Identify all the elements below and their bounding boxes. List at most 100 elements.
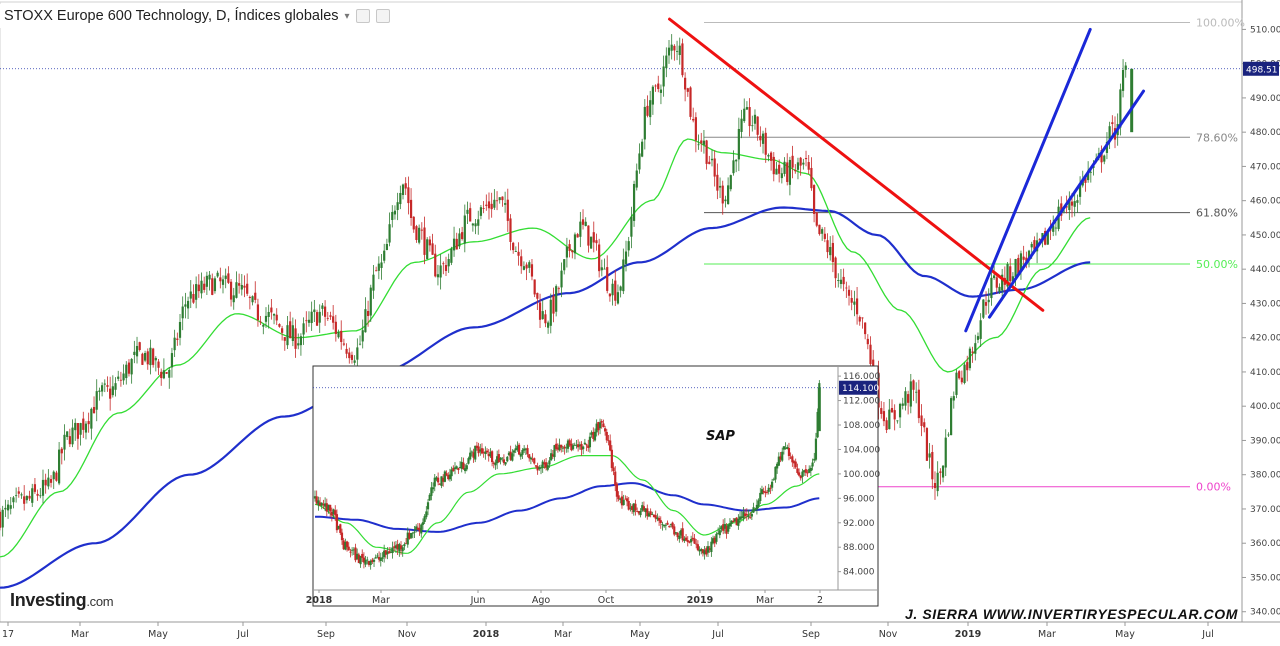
candle-body — [415, 226, 418, 240]
candle-body — [546, 322, 550, 328]
candle-body — [735, 159, 738, 162]
x-tick-label: Jul — [236, 629, 248, 640]
candle-body — [404, 543, 408, 544]
candle-body — [570, 443, 573, 451]
candle-body — [243, 285, 246, 288]
candle-body — [809, 467, 812, 471]
y-tick-label: 350.00 — [1250, 573, 1280, 583]
candle-body — [117, 376, 120, 379]
candle-body — [95, 391, 98, 410]
candle-body — [664, 524, 667, 526]
candle-body — [573, 444, 576, 446]
candle-body — [369, 560, 372, 566]
candle-body — [332, 316, 335, 323]
candle-body — [425, 511, 428, 518]
candle-body — [440, 476, 443, 486]
candle-body — [420, 229, 423, 231]
candle-body — [329, 315, 332, 317]
candle-body — [492, 462, 495, 464]
y-tick-label: 440.00 — [1250, 265, 1280, 275]
candle-body — [665, 55, 668, 69]
inset-x-tick-label: Mar — [372, 595, 390, 606]
candle-body — [823, 233, 826, 239]
candle-body — [444, 265, 448, 271]
candle-body — [538, 302, 542, 320]
candle-body — [435, 477, 438, 480]
candle-body — [1009, 266, 1012, 282]
candle-body — [92, 407, 96, 414]
candle-body — [541, 311, 544, 320]
candle-body — [652, 514, 656, 518]
candle-body — [467, 458, 470, 464]
candle-body — [184, 304, 187, 307]
candle-body — [377, 263, 380, 271]
x-tick-label: 2018 — [473, 629, 500, 640]
candle-body — [901, 403, 904, 406]
candle-body — [536, 292, 539, 299]
candle-body — [1001, 274, 1004, 291]
candle-body — [592, 232, 595, 243]
candle-body — [524, 448, 527, 450]
candle-body — [960, 377, 963, 383]
candle-body — [516, 445, 519, 450]
candle-body — [772, 479, 775, 481]
candle-body — [1070, 201, 1074, 206]
candle-body — [438, 483, 441, 485]
candle-body — [520, 256, 523, 267]
y-tick-label: 340.00 — [1250, 608, 1280, 618]
candle-body — [637, 510, 640, 514]
chevron-down-icon[interactable]: ▾ — [344, 10, 350, 22]
candle-body — [767, 487, 770, 492]
candle-body — [525, 264, 528, 269]
candle-body — [25, 495, 28, 501]
candle-body — [718, 185, 722, 188]
candle-body — [600, 267, 603, 271]
candle-body — [396, 202, 399, 211]
candle-body — [649, 511, 652, 515]
candle-body — [727, 185, 730, 205]
settings-icon[interactable] — [355, 9, 370, 23]
candle-body — [216, 272, 219, 277]
candle-body — [858, 316, 861, 322]
candle-body — [597, 422, 600, 431]
candle-body — [630, 216, 633, 237]
candle-body — [598, 422, 602, 429]
candle-body — [55, 472, 58, 481]
candle-body — [651, 86, 654, 105]
candle-body — [418, 527, 421, 532]
candle-body — [379, 557, 382, 561]
candle-body — [560, 444, 563, 448]
candle-body — [774, 466, 777, 480]
candle-body — [756, 116, 759, 135]
candle-body — [657, 517, 661, 521]
candle-body — [71, 427, 74, 445]
candle-body — [154, 357, 157, 361]
candle-body — [907, 394, 910, 403]
candle-body — [713, 158, 716, 177]
candle-body — [697, 144, 700, 146]
candle-body — [577, 444, 580, 448]
candle-body — [1014, 259, 1017, 277]
candle-body — [898, 403, 902, 418]
candle-body — [552, 295, 555, 314]
candle-body — [504, 462, 507, 465]
candle-body — [615, 483, 619, 497]
candle-body — [909, 381, 912, 407]
candle-body — [550, 453, 553, 461]
close-icon[interactable] — [375, 9, 390, 23]
candle-body — [701, 549, 705, 554]
candle-body — [186, 300, 190, 309]
candle-body — [528, 262, 531, 268]
candle-body — [556, 447, 559, 450]
candle-body — [203, 283, 206, 290]
candle-body — [834, 257, 837, 279]
inset-y-tick-label: 84.000 — [843, 568, 875, 578]
candle-body — [632, 503, 635, 513]
candle-body — [455, 466, 458, 469]
candle-body — [58, 449, 61, 484]
candle-body — [461, 232, 464, 240]
candle-body — [689, 87, 692, 117]
candle-body — [130, 358, 133, 375]
sap-annotation: SAP — [706, 429, 735, 444]
